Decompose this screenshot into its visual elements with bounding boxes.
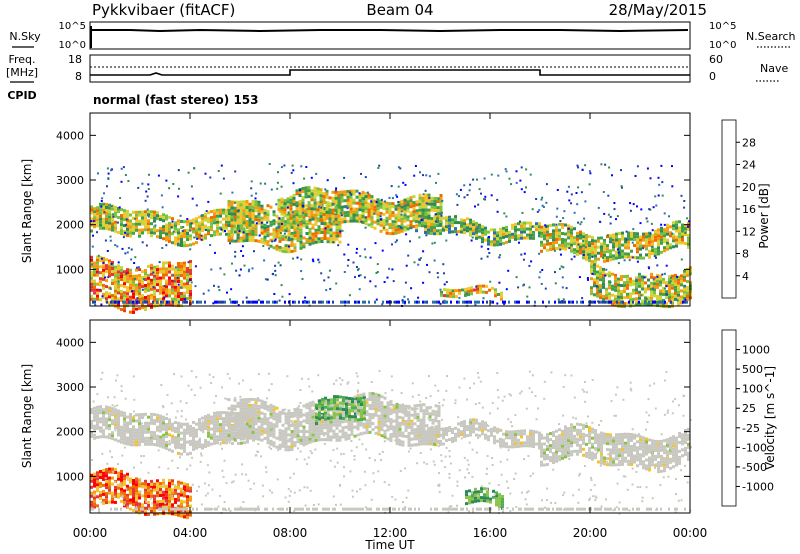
power-y-ticks: 4000 3000 2000 1000 [56,129,690,276]
velocity-colorbar-label-main: Velocity [m s^-1] [763,366,777,470]
freq-left-tick-low: 8 [75,70,82,83]
y-tick-label: 2000 [56,426,84,439]
power-panel: 4000 3000 2000 1000 Slant Range [km] 28 24 20… [20,112,771,314]
station-title: Pykkvibaer (fitACF) [92,1,235,19]
time-axis: 00:00 04:00 08:00 12:00 16:00 20:00 00:00 [73,113,708,540]
velocity-echo-band [415,418,541,450]
y-tick-label: 4000 [56,336,84,349]
colorbar-tick-label: 100 [742,383,763,396]
y-tick-label: 1000 [56,470,84,483]
noise-search-label: N.Search [746,30,796,43]
colorbar-tick-label: -1000 [742,480,774,493]
velocity-echo-band [315,395,366,426]
freq-right-tick-low: 0 [709,70,716,83]
colorbar-tick-label: 500 [742,363,763,376]
colorbar-tick-label: 16 [742,203,756,216]
velocity-panel: 4000 3000 2000 1000 Slant Range [km] 1000 50… [20,319,777,520]
freq-trace [90,69,690,76]
noise-right-tick-low: 10^0 [709,40,736,51]
velocity-echo-band [90,405,255,456]
x-tick-label: 08:00 [273,526,308,540]
x-tick-label: 04:00 [173,526,208,540]
power-echo-band [90,255,192,314]
time-axis-label: Time UT [364,538,415,552]
y-tick-label: 1000 [56,263,84,276]
colorbar-tick-label: 4 [742,270,749,283]
colorbar-tick-label: 25 [742,402,756,415]
x-tick-label: 00:00 [673,526,708,540]
noise-panel-frame [89,21,691,50]
power-echo-band [540,220,690,264]
power-near-range-strip [92,300,688,304]
power-colorbar-label: Power [dB] [757,183,771,248]
power-echo-band [415,214,541,247]
colorbar-tick-label: 12 [742,225,756,238]
power-colorbar: 28 24 20 16 12 8 4 [721,119,756,299]
power-scatter-speckle [90,163,691,308]
power-echo-band [440,284,503,301]
x-tick-label: 16:00 [473,526,508,540]
velocity-echo-band [465,487,504,510]
velocity-colorbar: 1000 500 100 25 -25 -100 -500 -1000 [721,329,774,507]
noise-sky-trace [92,28,689,33]
colorbar-tick-label: 24 [742,159,756,172]
beam-title: Beam 04 [366,1,433,19]
velocity-near-range-strip [90,507,686,511]
x-tick-label: 12:00 [373,526,408,540]
x-tick-label: 00:00 [73,526,108,540]
colorbar-tick-label: 1000 [742,344,770,357]
nave-label: Nave [760,62,788,75]
velocity-y-ticks: 4000 3000 2000 1000 [56,336,690,483]
y-tick-label: 2000 [56,219,84,232]
cpid-text: normal (fast stereo) 153 [93,93,259,107]
velocity-echo-band [90,467,192,520]
velocity-y-axis-label: Slant Range [km] [20,364,34,468]
freq-right-tick-high: 60 [709,53,723,66]
velocity-echo-layer [90,370,692,520]
noise-right-tick-high: 10^5 [709,21,736,32]
power-echo-layer [90,163,692,314]
noise-left-tick-low: 10^0 [59,40,86,51]
y-tick-label: 3000 [56,174,84,187]
colorbar-frame [721,119,737,299]
y-tick-label: 4000 [56,129,84,142]
date-title: 28/May/2015 [609,1,707,19]
freq-panel: Freq. [MHz] 18 8 60 0 Nave CPID normal (… [6,53,789,107]
colorbar-frame [721,329,737,507]
colorbar-tick-label: 28 [742,136,756,149]
cpid-label: CPID [7,89,36,102]
noise-left-tick-high: 10^5 [59,21,86,32]
noise-panel: N.Sky 10^5 10^0 10^5 10^0 N.Search [9,21,795,51]
colorbar-tick-label: 8 [742,248,749,261]
freq-panel-frame [89,54,691,83]
x-tick-label: 20:00 [573,526,608,540]
freq-label-2: [MHz] [6,66,38,79]
colorbar-tick-label: -100 [742,441,767,454]
power-y-axis-label: Slant Range [km] [20,159,34,263]
freq-left-tick-high: 18 [68,53,82,66]
colorbar-tick-label: -500 [742,461,767,474]
noise-sky-label: N.Sky [9,30,41,43]
colorbar-tick-label: -25 [742,422,760,435]
freq-label-1: Freq. [8,53,35,66]
colorbar-tick-label: 20 [742,181,756,194]
y-tick-label: 3000 [56,381,84,394]
